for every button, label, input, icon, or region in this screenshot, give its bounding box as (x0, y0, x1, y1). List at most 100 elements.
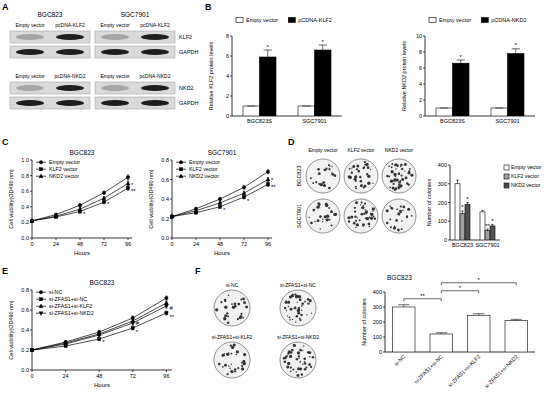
colony (318, 172, 321, 175)
colony (361, 201, 363, 203)
x-tick-label: 96 (163, 373, 169, 379)
band (101, 85, 129, 91)
point (78, 207, 82, 211)
colony (236, 354, 238, 356)
colony (234, 305, 237, 308)
colony (230, 353, 232, 355)
title: BGC823 (70, 149, 95, 156)
y-tick-label: 4 (226, 73, 229, 79)
legend-label: Empty vector (189, 159, 220, 165)
y-tick-label: 100 (373, 334, 382, 340)
error-cap (473, 313, 484, 314)
colony (293, 344, 296, 347)
y-axis-label: Relative KLF2 protein levels (208, 42, 214, 111)
error-bar (473, 314, 484, 316)
band (101, 100, 129, 106)
y-tick-label: 8 (419, 49, 422, 55)
colony (362, 223, 365, 226)
x-tick-label: 48 (96, 373, 102, 379)
legend-label: KLF2 vector (49, 166, 78, 172)
error-cap (466, 202, 469, 203)
x-axis-label: Hours (94, 382, 110, 388)
x-axis (32, 370, 172, 371)
colony (295, 295, 298, 298)
legend-entry (36, 174, 46, 178)
colony (227, 373, 229, 375)
legend-label: si-NC (49, 289, 62, 295)
colony (394, 226, 396, 228)
annotation: * (136, 329, 139, 335)
annotation: ** (485, 223, 490, 229)
x-tick-label: 96 (125, 241, 131, 247)
colony (310, 222, 313, 225)
error-bar (302, 106, 310, 107)
colony (358, 225, 359, 226)
point (98, 337, 101, 340)
x-tick (56, 238, 57, 240)
colony (407, 171, 410, 174)
error-line (462, 211, 463, 214)
colony (393, 179, 396, 182)
y-tick-label: 0 (226, 113, 229, 119)
bar (505, 321, 528, 353)
y-tick (230, 96, 232, 97)
colony (314, 221, 315, 222)
y-tick-label: 0.6 (161, 177, 169, 183)
colony (322, 221, 323, 222)
error-bar (481, 210, 484, 212)
colony (389, 219, 391, 221)
colony (296, 315, 298, 317)
y-tick-label: 4 (419, 81, 422, 87)
colony (310, 366, 312, 368)
row-label: SGC7901 (296, 204, 302, 228)
colony (404, 163, 407, 166)
x-tick (172, 238, 173, 240)
point (242, 186, 245, 189)
colony (349, 168, 351, 170)
colony (386, 175, 388, 177)
colony (395, 219, 398, 222)
colony (284, 307, 286, 309)
colony (402, 210, 404, 212)
error-bar (132, 321, 134, 325)
colony (298, 355, 300, 357)
point (54, 214, 58, 218)
error-bar (103, 197, 105, 200)
colony (286, 355, 288, 357)
y-tick-label: 400 (438, 162, 447, 168)
colony (404, 170, 405, 171)
annotation: ** (271, 184, 276, 190)
y-axis-label: Relative NKD2 protein levels (401, 41, 407, 111)
error-cap (127, 174, 129, 175)
point (131, 326, 134, 329)
colony-plates: Empty vectorKLF2 vectorNKD2 vectorBGC823… (296, 147, 416, 233)
colony (283, 357, 286, 360)
y-tick-label: 0 (419, 113, 422, 119)
point (242, 195, 245, 198)
error-bar (466, 203, 469, 205)
colony (396, 208, 398, 210)
error-bar (165, 304, 167, 308)
colony (287, 353, 289, 355)
colony (290, 308, 293, 311)
point (30, 219, 33, 222)
point (218, 201, 222, 205)
colony (407, 208, 410, 211)
y-tick (30, 175, 32, 176)
colony (308, 363, 311, 366)
background (0, 0, 554, 397)
colony (401, 178, 404, 181)
error-bar (103, 201, 105, 204)
colony (290, 366, 292, 368)
colony (228, 294, 230, 296)
point (165, 296, 168, 299)
colony (296, 371, 297, 372)
protein-label: GAPDH (179, 49, 199, 55)
colony (226, 353, 229, 356)
dish (382, 199, 416, 233)
colony (310, 366, 312, 368)
blot-strip (95, 97, 175, 109)
colony (227, 315, 229, 317)
x-tick-label: 24 (63, 373, 69, 379)
colony (297, 312, 300, 315)
